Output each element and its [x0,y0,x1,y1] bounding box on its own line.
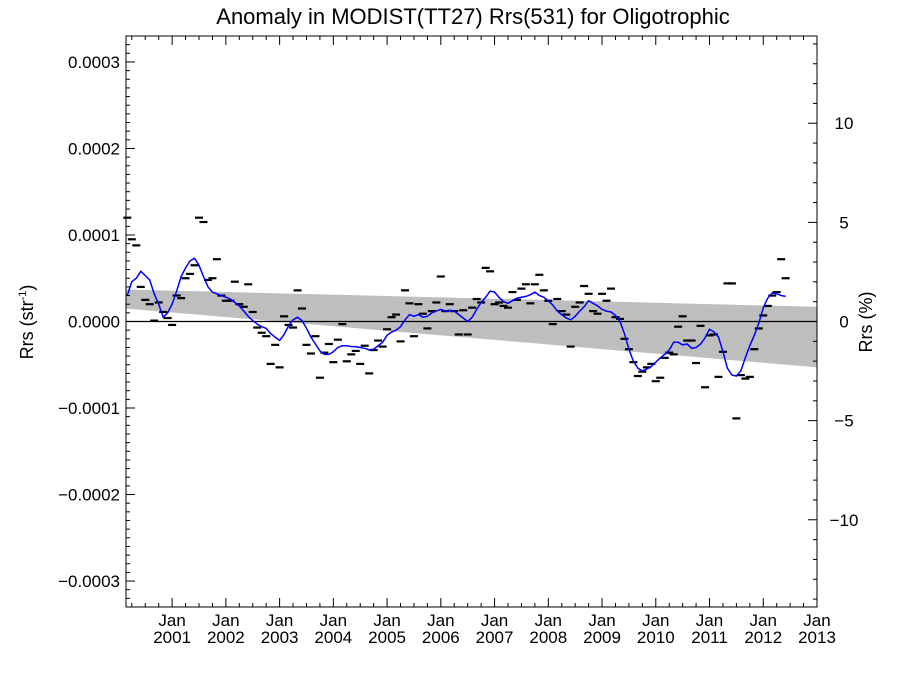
y-tick-label-2: 0.0001 [68,226,120,245]
x-tick-month-9: Jan [642,611,669,630]
y-axis-label-left-close: ) [17,285,37,291]
x-tick-year-1: 2002 [207,628,245,647]
x-tick-month-1: Jan [212,611,239,630]
smoothed-anomaly-line [126,257,786,377]
x-tick-year-0: 2001 [153,628,191,647]
x-tick-year-7: 2008 [529,628,567,647]
x-tick-month-12: Jan [803,611,830,630]
right-y-tick-label-0: 10 [835,114,854,133]
y-tick-label-6: −0.0003 [58,572,120,591]
y-axis-label-left: Rrs (str-1) [17,285,37,360]
x-tick-year-11: 2012 [744,628,782,647]
right-y-tick-label-3: −5 [834,412,853,431]
right-y-tick-label-1: 5 [839,213,848,232]
x-tick-year-3: 2004 [314,628,352,647]
x-tick-month-5: Jan [427,611,454,630]
x-tick-year-12: 2013 [798,628,836,647]
y-tick-label-1: 0.0002 [68,139,120,158]
y-tick-label-5: −0.0002 [58,486,120,505]
smoothed-anomaly-line-layer [126,257,786,377]
x-tick-month-2: Jan [266,611,293,630]
left-y-axis: 0.0003 0.0002 0.0001 0.0000 −0.0001 −0.0002 −0… [58,35,135,608]
chart-title: Anomaly in MODIST(TT27) Rrs(531) for Oli… [216,4,729,29]
right-y-axis: 10 5 0 −5 −10 [808,43,859,600]
x-tick-year-8: 2009 [583,628,621,647]
x-tick-month-3: Jan [320,611,347,630]
y-axis-label-left-text: Rrs (str [17,300,37,359]
y-axis-label-left-superscript: -1 [17,291,29,301]
x-tick-year-9: 2010 [637,628,675,647]
x-tick-year-5: 2006 [422,628,460,647]
x-tick-month-7: Jan [535,611,562,630]
y-tick-label-4: −0.0001 [58,399,120,418]
y-tick-label-0: 0.0003 [68,53,120,72]
y-axis-label-right: Rrs (%) [856,292,876,353]
x-axis: Jan2001Jan2002Jan2003Jan2004Jan2005Jan20… [131,36,836,647]
x-tick-year-4: 2005 [368,628,406,647]
x-tick-year-10: 2011 [691,628,728,647]
x-tick-year-6: 2007 [476,628,514,647]
x-tick-month-6: Jan [481,611,508,630]
x-tick-month-11: Jan [750,611,777,630]
x-tick-month-4: Jan [373,611,400,630]
right-y-tick-label-2: 0 [839,313,848,332]
x-tick-month-0: Jan [158,611,185,630]
x-tick-month-10: Jan [696,611,723,630]
x-tick-year-2: 2003 [261,628,299,647]
y-tick-label-3: 0.0000 [68,313,120,332]
x-tick-month-8: Jan [588,611,615,630]
right-y-tick-label-4: −10 [830,511,859,530]
